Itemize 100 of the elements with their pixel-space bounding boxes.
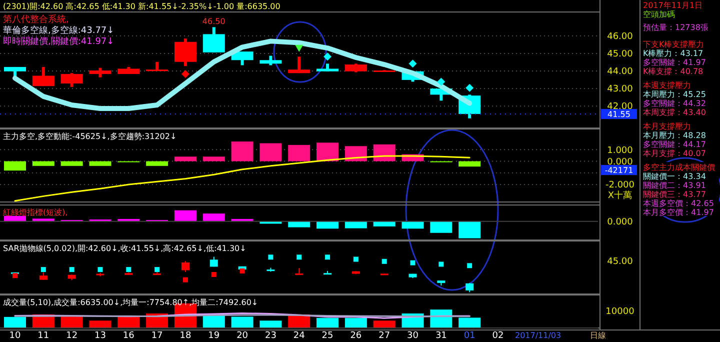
text: 關鍵價一：43.34 [643,172,706,181]
bar [4,316,26,328]
y-axis-title: X十萬 [608,190,632,201]
point [296,254,302,260]
chart-title: (2301)開:42.60 高:42.65 低:41.30 新:41.55↓-2.35%↓-1.00 量:6635.00 [3,2,280,11]
x-tick-label: 20 [236,331,248,341]
y-tick-label: 44.00 [607,67,634,78]
candlestick [466,282,474,293]
bar [373,320,396,328]
x-tick-label: 11 [38,331,50,341]
text: 關鍵價三：43.77 [643,190,706,199]
bar [89,320,112,328]
chart-title: SAR拋物線(5,0.02),開:42.60↓,收:41.55↓,高:42.65↓,低:41.30↓ [3,244,246,253]
text: 本月支撐壓力 [643,122,691,131]
x-tick-label: 24 [293,331,306,341]
bar [458,318,481,328]
text: 預估量：12738張 [643,23,708,32]
annotation: 46.50 [202,17,226,26]
text: 多空關鍵：44.17 [643,140,706,149]
y-tick-label: 46.00 [607,32,634,42]
candlestick [231,52,254,66]
candlestick [202,27,225,52]
x-tick-label: 19 [208,331,220,341]
x-tick-label: 18 [180,331,192,341]
point [98,267,103,272]
text: 多空關鍵：44.32 [643,99,706,108]
bar [458,161,481,167]
candlestick [288,56,310,74]
x-tick-label: 02 [492,331,504,341]
y-tick-label: 43.00 [607,84,634,95]
bar [32,161,54,166]
point [408,60,417,68]
annotation: 第八代整合系統, [3,14,69,25]
bar [231,141,254,162]
candlestick [89,68,112,78]
x-tick-label: 12 [66,331,78,341]
chart-title: 紅綠燈指標(短波), [3,208,68,217]
x-tick-label: 27 [378,331,390,341]
bar [344,221,367,228]
x-tick-label: 25 [322,331,334,341]
bar [344,146,367,162]
point [295,44,304,52]
point [211,272,216,277]
x-tick-label: 10 [9,331,21,341]
text: 本週支撐壓力 [643,81,691,90]
bar [344,318,367,328]
x-tick-label: 13 [94,331,106,341]
candlestick [32,66,54,86]
text: 本周壓力：45.25 [643,90,706,99]
point [40,267,46,272]
bar [174,156,196,162]
y-tick-label: 42.00 [607,102,634,112]
candlestick [174,38,196,66]
point [437,78,446,86]
annotation: 即時關鍵價,關鍵價:41.97↓ [3,36,114,47]
text: 2017/11/03 [515,331,562,340]
bar [288,144,310,162]
bar [373,144,396,162]
bar [89,161,112,166]
bar [288,221,310,228]
point [182,277,188,282]
bar [4,161,26,171]
point [240,268,245,274]
y-tick-label: -2.000 [605,180,635,191]
candlestick [260,56,282,66]
bar [316,318,339,328]
bar [202,214,225,222]
text: -42171 [604,166,634,175]
bar [316,142,339,162]
annotation: 華倫多空線,多空線:43.77↓ [3,25,114,36]
point [410,260,416,266]
x-tick-label: 16 [122,331,135,341]
text: K棒支撐：40.78 [643,67,704,76]
x-tick-label: 23 [264,331,276,341]
text: 日線 [590,331,606,340]
point [268,254,274,260]
x-tick-label: 17 [151,331,163,341]
y-tick-label: 0.000 [607,157,634,168]
line-series [14,155,470,202]
bar [118,316,140,328]
bar [260,143,282,162]
text: 多空關鍵：41.97 [643,58,706,67]
x-tick-label: 26 [350,331,362,341]
point [69,267,74,272]
point [324,52,332,61]
bar [60,161,83,166]
x-tick-label: 30 [407,331,419,341]
bar [458,221,481,238]
text: 2017年11月1日 [643,1,703,10]
point [126,267,132,272]
x-tick-label: 01 [464,331,476,341]
text: 多空主力成本關鍵價 [643,163,715,172]
bar [430,221,452,233]
point [181,70,190,78]
bar [60,316,83,328]
y-tick-label: 1.000 [607,146,634,156]
bar [4,216,26,222]
point [325,254,330,260]
bar [202,156,225,162]
point [438,262,444,267]
